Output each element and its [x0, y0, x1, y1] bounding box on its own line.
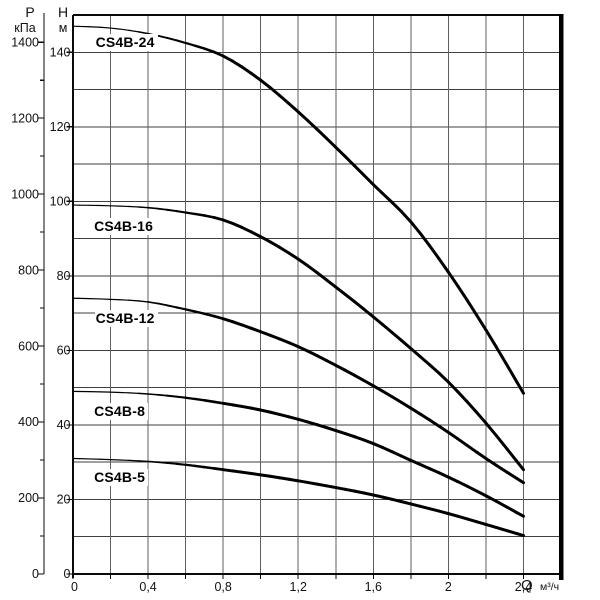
tick-label: 0 — [32, 567, 39, 581]
curve-label-cs4b-5: CS4B-5 — [93, 468, 149, 486]
tick-label: 1,2 — [290, 580, 307, 594]
gridlines — [73, 14, 561, 574]
head-axis-symbol: H — [57, 4, 69, 20]
curve-cs4b-5 — [72, 457, 525, 538]
p-axis: 0 200 400 600 800 1000 1200 1400 — [11, 13, 45, 581]
pressure-axis-symbol: P — [25, 4, 35, 20]
tick-label: 0,4 — [139, 580, 156, 594]
curve-cs4b-16 — [72, 204, 525, 472]
curve-label-cs4b-12: CS4B-12 — [94, 309, 158, 327]
plot-frame — [72, 14, 564, 580]
curve-label-cs4b-16: CS4B-16 — [93, 218, 157, 236]
tick-label: 40 — [57, 418, 71, 432]
curve-cs4b-12 — [72, 297, 525, 485]
curve-label-cs4b-24: CS4B-24 — [94, 33, 158, 51]
tick-label: 1400 — [11, 35, 39, 49]
h-axis: 0 20 40 60 80 100 120 140 — [50, 45, 73, 581]
tick-label: 0,8 — [214, 580, 231, 594]
tick-label: 600 — [18, 339, 39, 353]
tick-label: 1000 — [11, 187, 39, 201]
tick-label: 2 — [445, 580, 452, 594]
head-axis-unit: м — [58, 21, 68, 35]
curve-cs4b-8 — [72, 390, 525, 518]
curve-label-cs4b-8: CS4B-8 — [93, 402, 149, 420]
tick-label: 800 — [18, 263, 39, 277]
tick-label: 80 — [57, 269, 71, 283]
tick-label: 120 — [50, 120, 71, 134]
tick-label: 60 — [57, 344, 71, 358]
flow-axis-unit: м³/ч — [540, 581, 560, 593]
tick-label: 100 — [50, 195, 71, 209]
tick-label: 200 — [18, 491, 39, 505]
curve-cs4b-24 — [72, 25, 525, 395]
tick-label: 1200 — [11, 111, 39, 125]
tick-label: 2,4 — [515, 580, 532, 594]
tick-label: 0 — [71, 580, 78, 594]
tick-label: 140 — [50, 45, 71, 59]
q-axis: 0 0,4 0,8 1,2 1,6 2 2,4 — [71, 574, 532, 594]
tick-label: 1,6 — [365, 580, 382, 594]
tick-label: 400 — [18, 415, 39, 429]
flow-axis-symbol: Q — [521, 577, 533, 594]
pressure-axis-unit: кПа — [14, 21, 36, 35]
tick-label: 20 — [57, 493, 71, 507]
tick-label: 0 — [64, 567, 71, 581]
